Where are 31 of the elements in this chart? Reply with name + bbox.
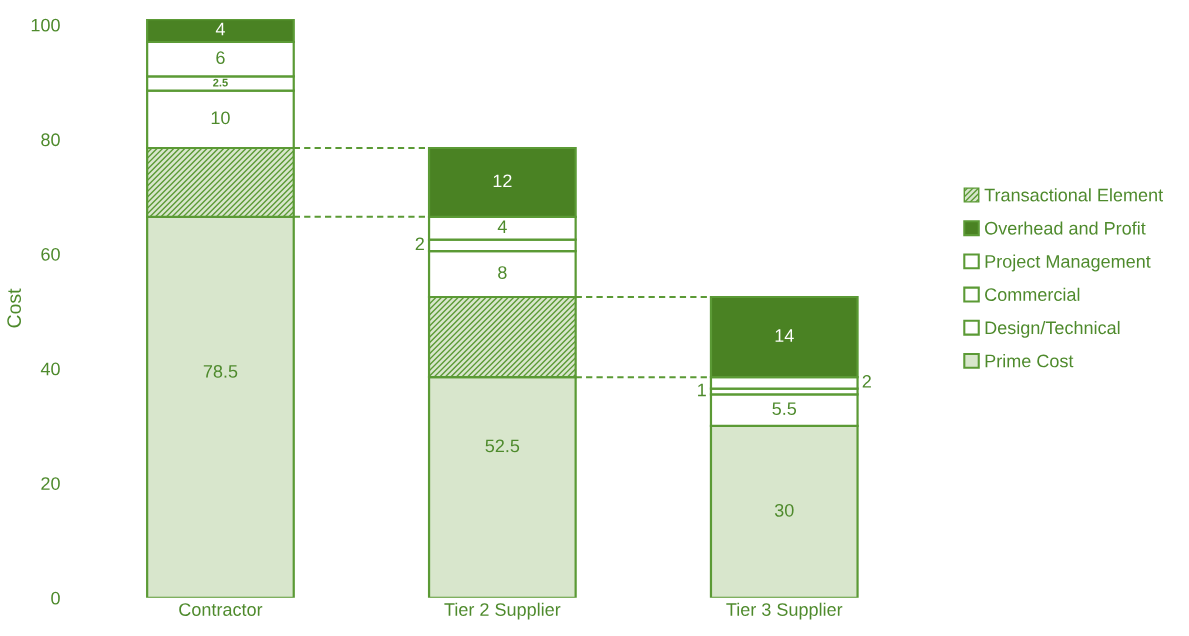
data-label: 6 — [216, 51, 225, 65]
legend-label: Project Management — [985, 254, 1151, 272]
y-tick-label: 20 — [41, 477, 60, 490]
data-label: 10 — [211, 111, 230, 125]
y-tick-label: 80 — [41, 133, 60, 147]
data-label: 2 — [862, 375, 871, 388]
data-label: 2 — [415, 237, 424, 251]
data-label: 14 — [775, 329, 794, 342]
legend-label: Commercial — [985, 287, 1080, 302]
y-tick-label: 40 — [40, 362, 60, 376]
y-tick-label: 100 — [31, 18, 60, 32]
y-axis-title: Cost — [7, 288, 22, 328]
annotation: 52.5 — [485, 439, 520, 453]
x-tick-label: Contractor — [179, 603, 263, 616]
data-label: 30 — [774, 503, 794, 517]
legend-label: Transactional Element — [984, 188, 1163, 202]
data-label: 5.5 — [772, 402, 797, 416]
data-label: 8 — [498, 266, 507, 279]
x-tick-label: Tier 2 Supplier — [444, 602, 561, 620]
data-label: 2.5 — [213, 78, 228, 87]
legend-label: Design/Technical — [985, 320, 1120, 338]
data-label: 1 — [698, 383, 706, 397]
annotation: 78.5 — [203, 364, 238, 378]
data-label: 4 — [497, 220, 507, 233]
y-tick-label: 0 — [51, 591, 60, 605]
legend-label: Prime Cost — [985, 354, 1074, 368]
x-tick-label: Tier 3 Supplier — [726, 602, 843, 620]
data-label: 12 — [493, 174, 512, 188]
legend-label: Overhead and Profit — [985, 221, 1146, 235]
data-label: 4 — [215, 22, 225, 36]
y-tick-label: 60 — [41, 247, 60, 261]
